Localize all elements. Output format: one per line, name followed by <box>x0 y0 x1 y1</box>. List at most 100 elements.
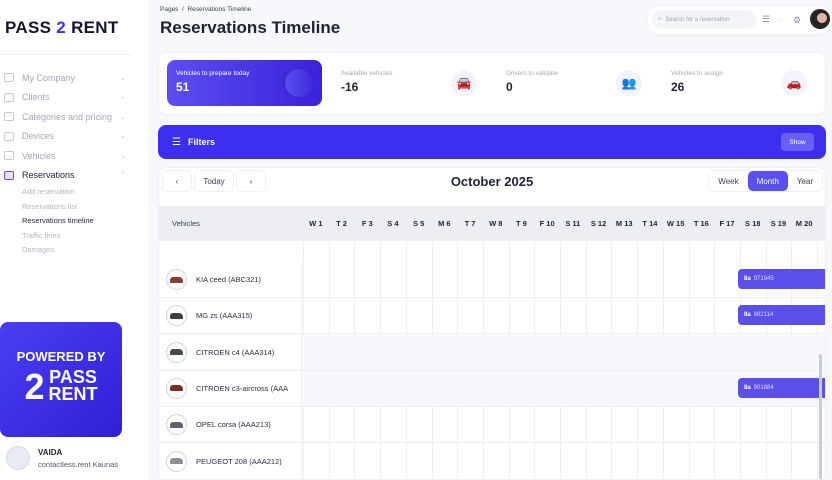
sidebar-item-categories-and-pricing[interactable]: Categories and pricing ⌄ <box>4 107 126 127</box>
sidebar-nav: My Company ⌄ Clients ⌄ Categories and pricin… <box>4 68 126 258</box>
vehicle-cell[interactable]: KIA ceed (ABC321) <box>159 262 302 297</box>
day-header: S 4 <box>387 219 399 228</box>
table-row: MG zs (AAA315) 8a 982114 <box>159 298 825 335</box>
day-header: W 15 <box>666 219 685 228</box>
page-title: Reservations Timeline <box>160 18 341 37</box>
stat-card[interactable]: Vehicles to prepare today 51 <box>167 60 322 106</box>
user-profile[interactable]: VAIDA contactless.rent Kaunas <box>6 446 118 470</box>
sidebar-item-my-company[interactable]: My Company ⌄ <box>4 68 126 88</box>
vehicle-cell[interactable]: OPEL corsa (AAA213) <box>159 407 302 443</box>
day-header: W 8 <box>489 219 503 228</box>
day-header: F 10 <box>539 219 555 228</box>
stat-card[interactable]: Vehicles to assign 26 🚗 <box>662 60 817 106</box>
car-thumbnail <box>166 341 187 363</box>
sidebar-item-vehicles[interactable]: Vehicles ⌄ <box>4 146 126 166</box>
vehicle-cell[interactable]: CITROEN c4 (AAA314) <box>159 334 302 370</box>
search-input[interactable]: ⌕ Search for a reservation <box>652 10 756 29</box>
show-filters-button[interactable]: Show <box>781 133 814 151</box>
chevron-down-icon: ⌄ <box>120 133 126 141</box>
reservation-bar[interactable]: 8a 971945 <box>738 269 825 289</box>
gear-icon[interactable]: ⚙ <box>793 15 802 25</box>
day-header: S 18 <box>745 219 761 228</box>
prev-button[interactable]: ‹ <box>162 170 192 192</box>
vehicle-cell[interactable]: CITROEN c3-aircross (AAA <box>159 370 302 406</box>
chevron-down-icon: ⌄ <box>120 113 126 121</box>
day-header: S 5 <box>413 219 425 228</box>
top-bar: ⌕ Search for a reservation ☰ ◌ ⚙ <box>648 6 830 34</box>
day-header: S 19 <box>770 219 787 228</box>
table-row: CITROEN c4 (AAA314) <box>159 334 825 371</box>
sidebar-subitem[interactable]: Add reservation <box>22 187 75 196</box>
car-thumbnail <box>166 305 187 327</box>
day-header: F 3 <box>361 219 373 228</box>
divider <box>0 54 133 55</box>
day-header: W 1 <box>309 219 323 228</box>
vehicle-cell[interactable]: MG zs (AAA315) <box>159 298 302 334</box>
day-header: S 11 <box>565 219 581 228</box>
chevron-down-icon: ⌄ <box>120 74 126 82</box>
calendar-icon <box>4 170 14 180</box>
vehicle-cell[interactable]: PEUGEOT 208 (AAA212) <box>159 443 302 479</box>
filters-bar[interactable]: ☰ Filters Show <box>158 125 826 159</box>
sidebar-item-clients[interactable]: Clients ⌄ <box>4 88 126 108</box>
powered-by-banner: POWERED BY 2 PASS RENT <box>0 322 122 437</box>
current-month: October 2025 <box>450 174 534 189</box>
breadcrumb: Pages / Reservations Timeline <box>160 6 252 13</box>
sidebar-subitem[interactable]: Reservations timeline <box>22 216 94 225</box>
day-header: M 20 <box>795 219 813 228</box>
logo[interactable]: PASS 2 RENT <box>5 18 119 37</box>
car-icon <box>4 151 14 161</box>
day-header: M 6 <box>438 219 451 228</box>
stat-card[interactable]: Drivers to validate 0 👥 <box>497 60 652 106</box>
sidebar-subitem[interactable]: Traffic fines <box>22 230 61 240</box>
chevron-up-icon: ⌃ <box>120 172 126 180</box>
scrollbar[interactable] <box>819 354 822 479</box>
tag-icon <box>4 112 14 122</box>
day-header: T 7 <box>464 219 476 228</box>
car-thumbnail <box>166 269 187 290</box>
day-header: M 13 <box>615 219 633 228</box>
car-clock-icon: 🚗 <box>781 70 807 96</box>
view-week-button[interactable]: Week <box>718 176 739 186</box>
search-icon: ⌕ <box>658 16 662 22</box>
day-header: S 12 <box>590 219 607 228</box>
timeline-calendar: ‹ Today › October 2025 Week Month Year Veh… <box>158 167 826 480</box>
day-header: T <box>817 219 825 228</box>
car-thumbnail <box>166 414 187 436</box>
device-icon <box>4 131 14 141</box>
menu-icon[interactable]: ☰ <box>762 14 771 24</box>
sidebar-item-devices[interactable]: Devices ⌄ <box>4 127 126 147</box>
decor-circle-icon <box>285 69 313 97</box>
table-row: OPEL corsa (AAA213) <box>159 407 825 444</box>
car-key-icon: 🚘 <box>451 70 477 96</box>
stat-card[interactable]: Available vehicles -16 🚘 <box>332 60 487 106</box>
day-header: T 2 <box>336 219 347 228</box>
car-thumbnail <box>166 450 187 472</box>
reservation-bar[interactable]: 8a 901884 <box>738 377 825 398</box>
table-row: CITROEN c3-aircross (AAA 8a 901884 <box>159 370 825 407</box>
bell-icon[interactable]: ◌ <box>777 15 783 25</box>
building-icon <box>4 73 14 83</box>
stats-panel: Vehicles to prepare today 51 Available veh… <box>158 52 826 115</box>
filter-icon: ☰ <box>172 136 181 148</box>
reservation-bar[interactable]: 8a 982114 <box>738 305 825 326</box>
next-button[interactable]: › <box>236 170 266 192</box>
avatar[interactable] <box>810 9 830 29</box>
table-row: KIA ceed (ABC321) 8a 971945 <box>159 262 825 298</box>
sidebar-subitem[interactable]: Reservations list <box>22 201 78 211</box>
sidebar: PASS 2 RENT My Company ⌄ Clients ⌄ Categorie… <box>0 0 148 480</box>
day-header: T 9 <box>516 219 527 228</box>
view-year-button[interactable]: Year <box>796 176 813 186</box>
day-header: F 17 <box>719 219 735 228</box>
users-icon <box>4 92 14 102</box>
chevron-down-icon: ⌄ <box>120 152 126 160</box>
view-month-button[interactable]: Month <box>747 171 788 191</box>
users-check-icon: 👥 <box>616 70 642 96</box>
today-button[interactable]: Today <box>194 170 234 192</box>
sidebar-item-reservations[interactable]: Reservations ⌃ <box>4 166 126 186</box>
day-header: T 14 <box>642 219 658 228</box>
view-switcher: Week Month Year <box>708 170 823 192</box>
sidebar-subitem[interactable]: Damages <box>22 245 55 254</box>
